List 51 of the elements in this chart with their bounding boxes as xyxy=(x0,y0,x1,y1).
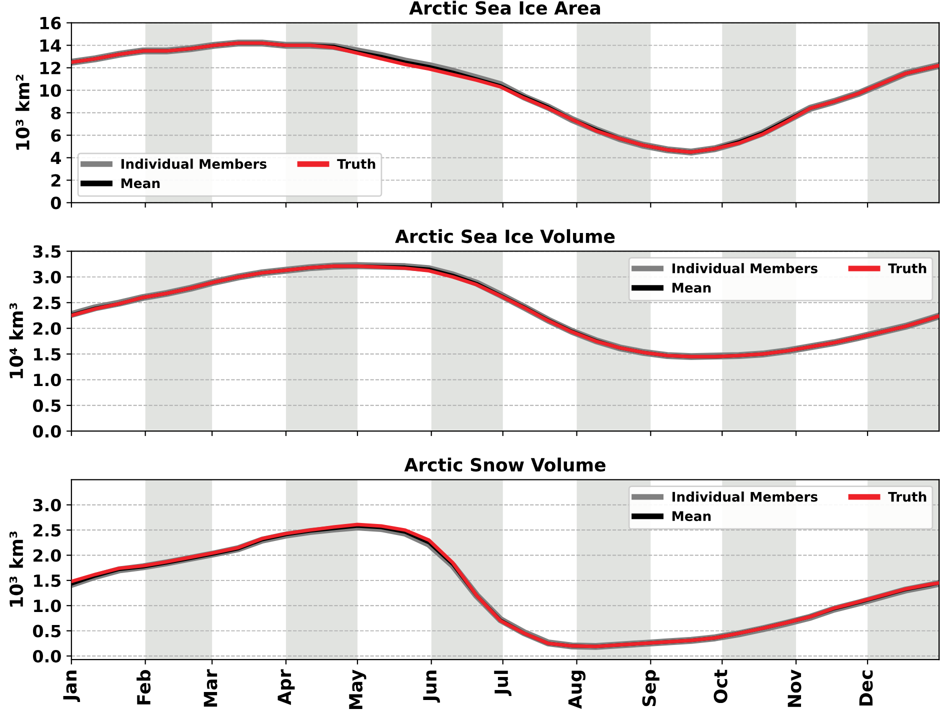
x-tick-label: Nov xyxy=(788,670,802,707)
x-tick-label: Jan xyxy=(63,670,80,702)
legend-label: Mean xyxy=(672,282,711,293)
y-tick-label: 2.0 xyxy=(34,322,61,335)
y-tick-label: 6 xyxy=(51,129,61,142)
y-tick-label: 4 xyxy=(50,152,61,164)
y-tick-label: 1.5 xyxy=(34,348,61,361)
y-tick-label: 1.0 xyxy=(34,374,61,386)
y-tick-label: 3.0 xyxy=(33,270,61,284)
legend-label: Truth xyxy=(337,158,376,169)
y-axis-title: 10³ km³ xyxy=(9,532,24,607)
x-tick-label: Feb xyxy=(136,670,151,704)
y-tick-label: 0.5 xyxy=(32,399,61,412)
y-tick-label: 3.5 xyxy=(33,245,61,258)
y-tick-label: 0.5 xyxy=(32,624,61,638)
legend-label: Individual Members xyxy=(121,158,266,169)
y-tick-label: 2.0 xyxy=(34,549,61,562)
y-tick-label: 16 xyxy=(40,16,61,30)
legend-label: Truth xyxy=(888,492,926,502)
y-tick-label: 10 xyxy=(40,84,61,97)
y-axis-title: 10³ km² xyxy=(15,74,30,150)
y-tick-label: 14 xyxy=(40,39,61,52)
y-tick-label: 0.0 xyxy=(32,425,61,438)
legend-label: Individual Members xyxy=(672,263,818,274)
y-tick-label: 0.0 xyxy=(32,650,61,663)
x-tick-label: Jul xyxy=(494,670,512,696)
y-tick-label: 1.0 xyxy=(34,600,61,612)
y-tick-label: 1.5 xyxy=(34,574,61,587)
legend-label: Mean xyxy=(672,511,711,522)
y-tick-label: 12 xyxy=(40,62,60,74)
y-tick-label: 0 xyxy=(50,196,61,210)
x-tick-label: Aug xyxy=(568,670,586,709)
y-tick-label: 8 xyxy=(51,106,61,120)
x-tick-label: Sep xyxy=(642,670,660,706)
y-tick-label: 2.5 xyxy=(34,296,61,310)
chart-title: Arctic Snow Volume xyxy=(404,458,606,472)
y-tick-label: 2.5 xyxy=(34,524,61,537)
y-tick-label: 3.0 xyxy=(33,498,61,512)
y-tick-label: 2 xyxy=(51,174,60,187)
chart-title: Arctic Sea Ice Area xyxy=(409,0,600,15)
x-tick-label: Oct xyxy=(714,670,728,704)
legend-label: Truth xyxy=(888,263,926,274)
x-tick-label: May xyxy=(349,670,366,709)
y-axis-title: 10⁴ km³ xyxy=(9,303,24,378)
chart-title: Arctic Sea Ice Volume xyxy=(395,229,615,244)
legend-label: Mean xyxy=(121,178,160,188)
x-tick-label: Mar xyxy=(204,669,218,707)
x-tick-label: Apr xyxy=(278,669,295,705)
x-tick-label: Jun xyxy=(423,670,440,703)
legend-label: Individual Members xyxy=(672,492,818,502)
x-tick-label: Dec xyxy=(859,670,873,706)
